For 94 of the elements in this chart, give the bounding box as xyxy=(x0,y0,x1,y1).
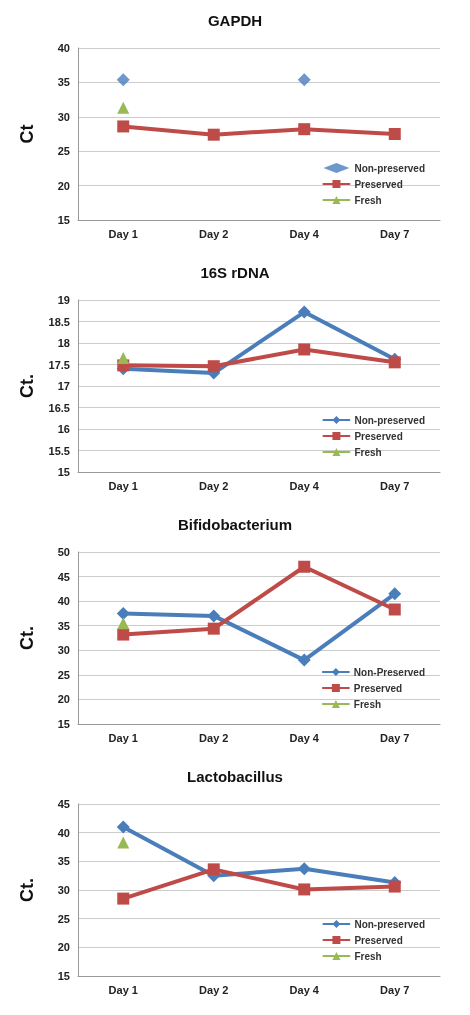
point xyxy=(388,587,402,601)
y-tick-label: 30 xyxy=(57,884,70,896)
y-tick-label: 40 xyxy=(57,42,70,54)
y-tick-label: 35 xyxy=(57,76,70,89)
x-tick-label: Day 2 xyxy=(199,227,229,240)
point xyxy=(117,120,130,133)
x-tick-label: Day 4 xyxy=(289,479,320,492)
legend-label: Fresh xyxy=(354,950,382,962)
point xyxy=(207,863,220,876)
point xyxy=(207,609,221,623)
point xyxy=(117,617,130,630)
y-tick-label: 18 xyxy=(57,337,70,349)
point xyxy=(388,356,401,369)
y-tick-label: 17.5 xyxy=(48,358,70,371)
y-tick-label: 20 xyxy=(57,693,70,706)
y-tick-label: 30 xyxy=(57,110,70,123)
y-tick-label: 35 xyxy=(57,855,70,868)
point xyxy=(298,883,311,896)
x-tick-label: Day 4 xyxy=(289,983,320,996)
y-tick-label: 16.5 xyxy=(48,401,70,414)
chart-title: Lactobacillus xyxy=(187,768,283,785)
y-tick-label: 50 xyxy=(57,546,70,558)
y-tick-label: 30 xyxy=(57,644,70,657)
y-tick-label: 45 xyxy=(57,570,70,583)
legend-label: Non-Preserved xyxy=(353,666,425,678)
y-tick-label: 40 xyxy=(57,595,70,608)
point xyxy=(298,343,311,356)
point xyxy=(297,305,311,319)
legend-label: Preserved xyxy=(354,178,403,190)
legend-label: Preserved xyxy=(353,682,403,694)
legend-label: Preserved xyxy=(354,934,403,946)
y-tick-label: 35 xyxy=(57,619,70,632)
x-tick-label: Day 2 xyxy=(199,479,229,492)
legend-label: Fresh xyxy=(354,194,382,206)
y-tick-label: 25 xyxy=(57,912,70,925)
point xyxy=(298,123,311,136)
point xyxy=(298,560,311,573)
x-tick-label: Day 7 xyxy=(380,731,410,744)
y-tick-label: 20 xyxy=(57,179,70,192)
legend-label: Non-preserved xyxy=(354,162,425,174)
point xyxy=(117,352,130,365)
point xyxy=(117,892,130,905)
legend-label: Fresh xyxy=(353,698,382,710)
y-tick-label: 15.5 xyxy=(48,444,70,457)
point xyxy=(297,862,311,876)
point xyxy=(388,603,401,616)
y-tick-label: 19 xyxy=(57,294,70,306)
y-tick-label: 15 xyxy=(57,970,70,982)
x-tick-label: Day 2 xyxy=(199,983,229,996)
x-tick-label: Day 1 xyxy=(108,479,138,492)
y-tick-label: 45 xyxy=(57,798,70,810)
y-tick-label: 15 xyxy=(57,718,70,730)
x-tick-label: Day 7 xyxy=(380,227,410,240)
x-tick-label: Day 1 xyxy=(108,731,138,744)
point xyxy=(207,360,220,373)
y-axis-title: Ct. xyxy=(17,878,37,902)
legend-label: Preserved xyxy=(354,430,403,442)
y-tick-label: 17 xyxy=(57,380,70,392)
chart-title: GAPDH xyxy=(207,12,263,29)
point xyxy=(207,128,220,141)
y-tick-label: 15 xyxy=(57,466,70,478)
point xyxy=(297,73,311,87)
legend-label: Non-preserved xyxy=(354,414,425,426)
point xyxy=(297,653,311,667)
point xyxy=(116,73,130,87)
point xyxy=(116,820,130,834)
y-tick-label: 15 xyxy=(57,214,70,226)
legend-label: Fresh xyxy=(354,446,382,458)
chart-title: 16S rDNA xyxy=(200,264,270,281)
point xyxy=(117,101,130,114)
y-axis-title: Ct. xyxy=(17,374,37,398)
x-tick-label: Day 7 xyxy=(380,983,410,996)
point xyxy=(116,606,130,620)
legend-label: Non-preserved xyxy=(354,918,425,930)
y-axis-title: Ct xyxy=(17,124,37,144)
point xyxy=(388,880,401,893)
y-tick-label: 25 xyxy=(57,145,70,158)
y-tick-label: 18.5 xyxy=(48,315,70,328)
point xyxy=(117,836,130,849)
y-tick-label: 40 xyxy=(57,826,70,839)
x-tick-label: Day 4 xyxy=(289,731,320,744)
x-tick-label: Day 1 xyxy=(108,983,138,996)
x-tick-label: Day 1 xyxy=(108,227,138,240)
y-axis-title: Ct. xyxy=(17,626,37,650)
y-tick-label: 25 xyxy=(57,668,70,681)
point xyxy=(207,622,220,635)
point xyxy=(388,128,401,140)
chart-title: Bifidobacterium xyxy=(177,516,293,533)
x-tick-label: Day 4 xyxy=(289,227,320,240)
point xyxy=(117,628,130,641)
x-tick-label: Day 7 xyxy=(380,479,410,492)
x-tick-label: Day 2 xyxy=(199,731,229,744)
y-tick-label: 16 xyxy=(57,423,70,435)
y-tick-label: 20 xyxy=(57,941,70,954)
